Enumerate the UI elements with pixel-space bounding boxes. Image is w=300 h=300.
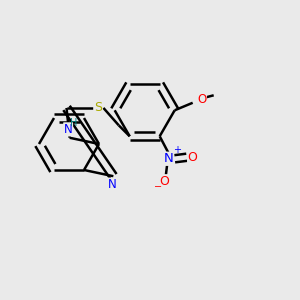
Text: O: O bbox=[188, 151, 198, 164]
Text: +: + bbox=[173, 146, 181, 155]
Text: N: N bbox=[107, 178, 116, 191]
Text: N: N bbox=[164, 152, 174, 165]
Text: O: O bbox=[159, 175, 169, 188]
Text: N: N bbox=[64, 123, 73, 136]
Text: O: O bbox=[197, 93, 206, 106]
Text: S: S bbox=[94, 101, 102, 114]
Text: H: H bbox=[70, 118, 78, 128]
Text: −: − bbox=[154, 182, 162, 192]
